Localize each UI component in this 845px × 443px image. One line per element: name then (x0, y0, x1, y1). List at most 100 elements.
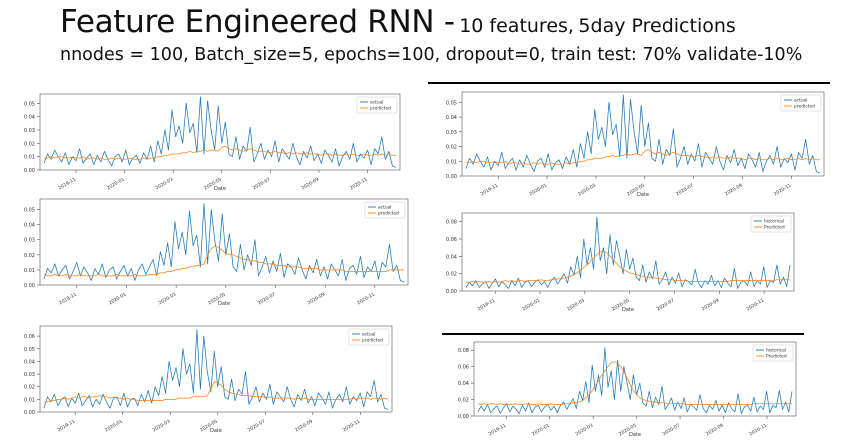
x-tick-label: 2020-07 (247, 419, 267, 434)
y-tick-label: 0.01 (24, 397, 35, 403)
x-tick-label: 2019-11 (57, 177, 77, 192)
y-tick-label: 0.00 (24, 410, 35, 416)
x-axis-label: Date (622, 307, 634, 313)
y-tick-label: 0.04 (446, 115, 457, 121)
x-tick-label: 2020-03 (577, 183, 597, 198)
y-tick-label: 0.02 (446, 272, 457, 278)
y-tick-label: 0.03 (24, 238, 35, 244)
plot-frame (39, 198, 409, 286)
x-tick-label: 2020-03 (575, 423, 595, 438)
y-tick-label: 0.02 (446, 145, 457, 151)
x-tick-label: 2020-01 (521, 298, 541, 313)
x-tick-label: 2019-11 (488, 423, 508, 438)
y-tick-label: 0.05 (446, 100, 457, 106)
y-tick-label: 0.03 (24, 372, 35, 378)
chart-panel-6: 0.00 0.02 0.04 0.06 0.08 2019-11 2020-01 2020-0… (442, 336, 804, 438)
slide-title-predictions: 5day Predictions (578, 15, 736, 37)
legend-box (356, 96, 398, 114)
legend-label: predicted (362, 338, 383, 344)
y-tick-label: 0.00 (24, 283, 35, 289)
y-tick-label: 0.04 (24, 359, 35, 365)
y-tick-label: 0.00 (24, 168, 35, 174)
chart-svg: 0.00 0.01 0.02 0.03 0.04 0.05 2019-11 2020-01 20… (24, 198, 409, 307)
plot-frame (39, 93, 401, 171)
x-tick-label: 2020-01 (104, 419, 124, 434)
x-tick-label: 2020-03 (152, 419, 172, 434)
chart-panel-1: 0.00 0.01 0.02 0.03 0.04 0.05 2019-11 2020-01 20… (8, 88, 408, 192)
legend-label: actual (794, 98, 808, 104)
series-line-predicted (43, 245, 404, 277)
legend-label: actual (378, 205, 392, 211)
legend-box (364, 201, 406, 219)
x-tick-label: 2020-09 (705, 423, 725, 438)
series-line-predicted (44, 145, 396, 160)
x-tick-label: 2020-11 (773, 183, 793, 198)
series-line-actual (465, 94, 821, 174)
chart-svg: 0.00 0.01 0.02 0.03 0.04 0.05 0.06 2019-11 2020-… (24, 325, 393, 434)
slide-title-features: 10 features, (459, 15, 574, 37)
series-line-actual (43, 203, 405, 283)
x-tick-label: 2020-09 (724, 183, 744, 198)
x-axis-label: Date (637, 192, 649, 198)
y-tick-label: 0.03 (446, 130, 457, 136)
x-axis-label: Date (210, 428, 222, 434)
chart-svg: 0.00 0.02 0.04 0.06 0.08 2019-11 2020-01 2020-0… (446, 212, 795, 313)
chart-panel-4: 0.00 0.02 0.04 0.06 0.08 2019-11 2020-01 2020-0… (430, 207, 802, 313)
y-tick-label: 0.05 (24, 208, 35, 214)
series-line-predicted (466, 250, 790, 283)
slide-subtitle: nnodes = 100, Batch_size=5, epochs=100, … (60, 45, 803, 65)
bottom-rule (442, 333, 804, 335)
x-axis-label: Date (218, 301, 230, 307)
y-tick-label: 0.01 (24, 268, 35, 274)
y-tick-label: 0.05 (24, 347, 35, 353)
y-tick-label: 0.05 (24, 101, 35, 107)
slide-title-main: Feature Engineered RNN - (60, 4, 455, 40)
x-tick-label: 2020-07 (252, 177, 272, 192)
x-tick-label: 2020-11 (356, 292, 376, 307)
series-line-predicted (466, 149, 820, 165)
x-tick-label: 2020-03 (158, 292, 178, 307)
legend-box (752, 344, 794, 362)
y-tick-label: 0.04 (24, 223, 35, 229)
legend-box (348, 328, 390, 346)
y-tick-label: 0.08 (458, 348, 469, 354)
y-tick-label: 0.06 (24, 334, 35, 340)
legend-label: predicted (794, 104, 815, 110)
chart-svg: 0.00 0.02 0.04 0.06 0.08 2019-11 2020-01 2020-0… (458, 341, 797, 438)
y-tick-label: 0.06 (458, 365, 469, 371)
x-tick-label: 2020-09 (701, 298, 721, 313)
legend-label: historical (764, 219, 784, 225)
y-tick-label: 0.04 (458, 381, 469, 387)
y-tick-label: 0.02 (24, 385, 35, 391)
x-tick-label: 2020-07 (656, 298, 676, 313)
x-tick-label: 2019-11 (57, 419, 77, 434)
legend-label: predicted (378, 211, 399, 217)
y-tick-label: 0.00 (458, 414, 469, 420)
y-tick-label: 0.04 (24, 115, 35, 121)
legend-label: historical (766, 348, 786, 354)
legend-label: Predicted (764, 225, 785, 231)
chart-panel-2: 0.00 0.01 0.02 0.03 0.04 0.05 2019-11 2020-01 20… (430, 86, 832, 198)
series-line-predicted (477, 361, 792, 405)
chart-panel-7: 0.00 0.01 0.02 0.03 0.04 0.05 0.06 2019-11 2020-… (8, 320, 400, 434)
y-tick-label: 0.03 (24, 128, 35, 134)
y-tick-label: 0.00 (446, 174, 457, 180)
chart-svg: 0.00 0.01 0.02 0.03 0.04 0.05 2019-11 2020-01 20… (446, 91, 825, 198)
chart-svg: 0.00 0.01 0.02 0.03 0.04 0.05 2019-11 2020-01 20… (24, 93, 401, 192)
series-line-actual (43, 96, 397, 168)
x-tick-label: 2020-03 (155, 177, 175, 192)
chart-panel-3: 0.00 0.01 0.02 0.03 0.04 0.05 2019-11 2020-01 20… (8, 193, 416, 307)
x-tick-label: 2020-11 (745, 298, 765, 313)
y-tick-label: 0.00 (446, 289, 457, 295)
x-tick-label: 2020-11 (748, 423, 768, 438)
legend-box (750, 215, 792, 233)
plot-frame (473, 341, 797, 417)
x-tick-label: 2020-07 (257, 292, 277, 307)
plot-frame (461, 91, 825, 177)
plot-frame (39, 325, 393, 413)
y-tick-label: 0.02 (24, 253, 35, 259)
x-tick-label: 2020-09 (307, 292, 327, 307)
x-tick-label: 2019-11 (477, 298, 497, 313)
